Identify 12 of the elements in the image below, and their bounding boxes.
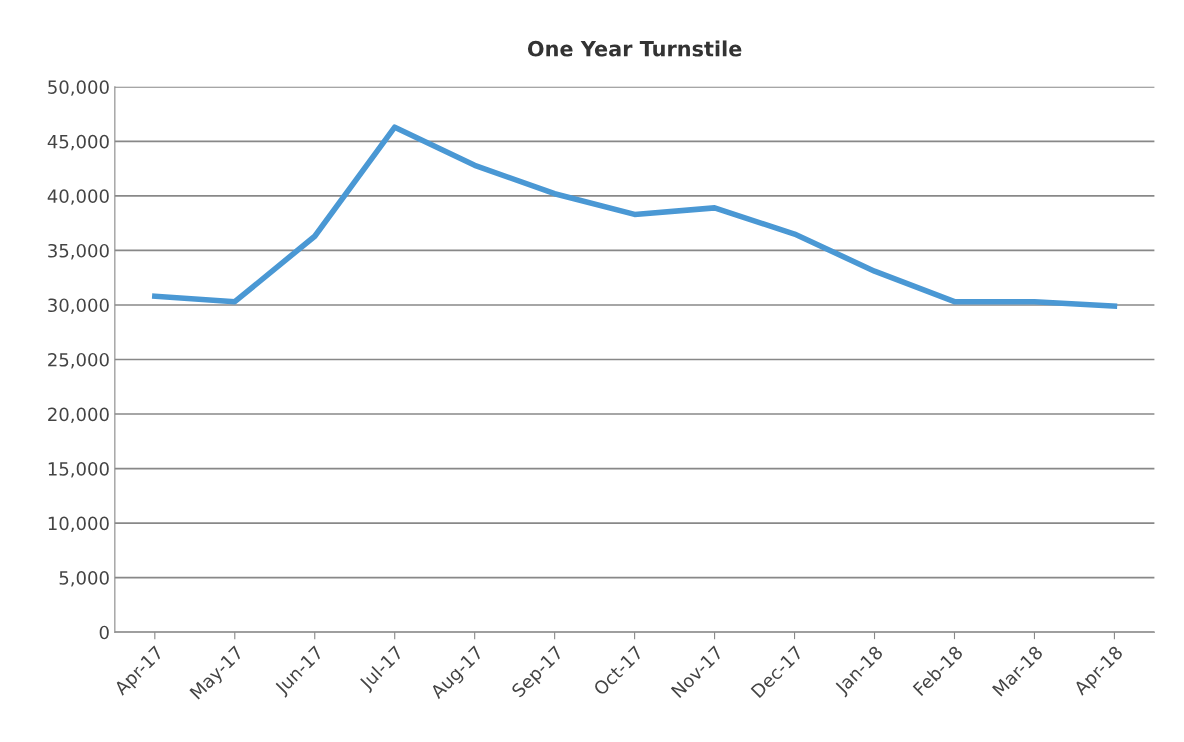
y-tick-label: 35,000 [48,243,109,260]
y-tick-label: 40,000 [47,189,109,205]
y-tick-label: 0 [99,625,109,640]
y-tick-label: 5,000 [59,571,109,587]
y-tick-label: 15,000 [48,462,109,478]
y-tick-label: 45,000 [47,134,109,151]
chart-title: One Year Turnstile [527,40,742,57]
y-tick-label: 50,000 [48,80,109,96]
y-tick-label: 10,000 [48,516,109,533]
y-tick-label: 25,000 [48,352,109,369]
y-tick-label: 20,000 [48,407,109,423]
y-tick-label: 30,000 [48,298,109,314]
